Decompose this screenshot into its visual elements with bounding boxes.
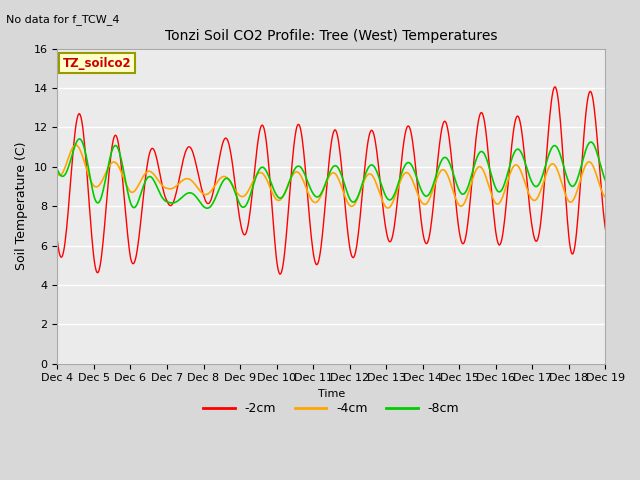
Legend: -2cm, -4cm, -8cm: -2cm, -4cm, -8cm: [198, 397, 465, 420]
X-axis label: Time: Time: [318, 389, 345, 399]
Y-axis label: Soil Temperature (C): Soil Temperature (C): [15, 142, 28, 271]
Title: Tonzi Soil CO2 Profile: Tree (West) Temperatures: Tonzi Soil CO2 Profile: Tree (West) Temp…: [165, 29, 498, 43]
Text: No data for f_TCW_4: No data for f_TCW_4: [6, 14, 120, 25]
Text: TZ_soilco2: TZ_soilco2: [63, 57, 131, 70]
